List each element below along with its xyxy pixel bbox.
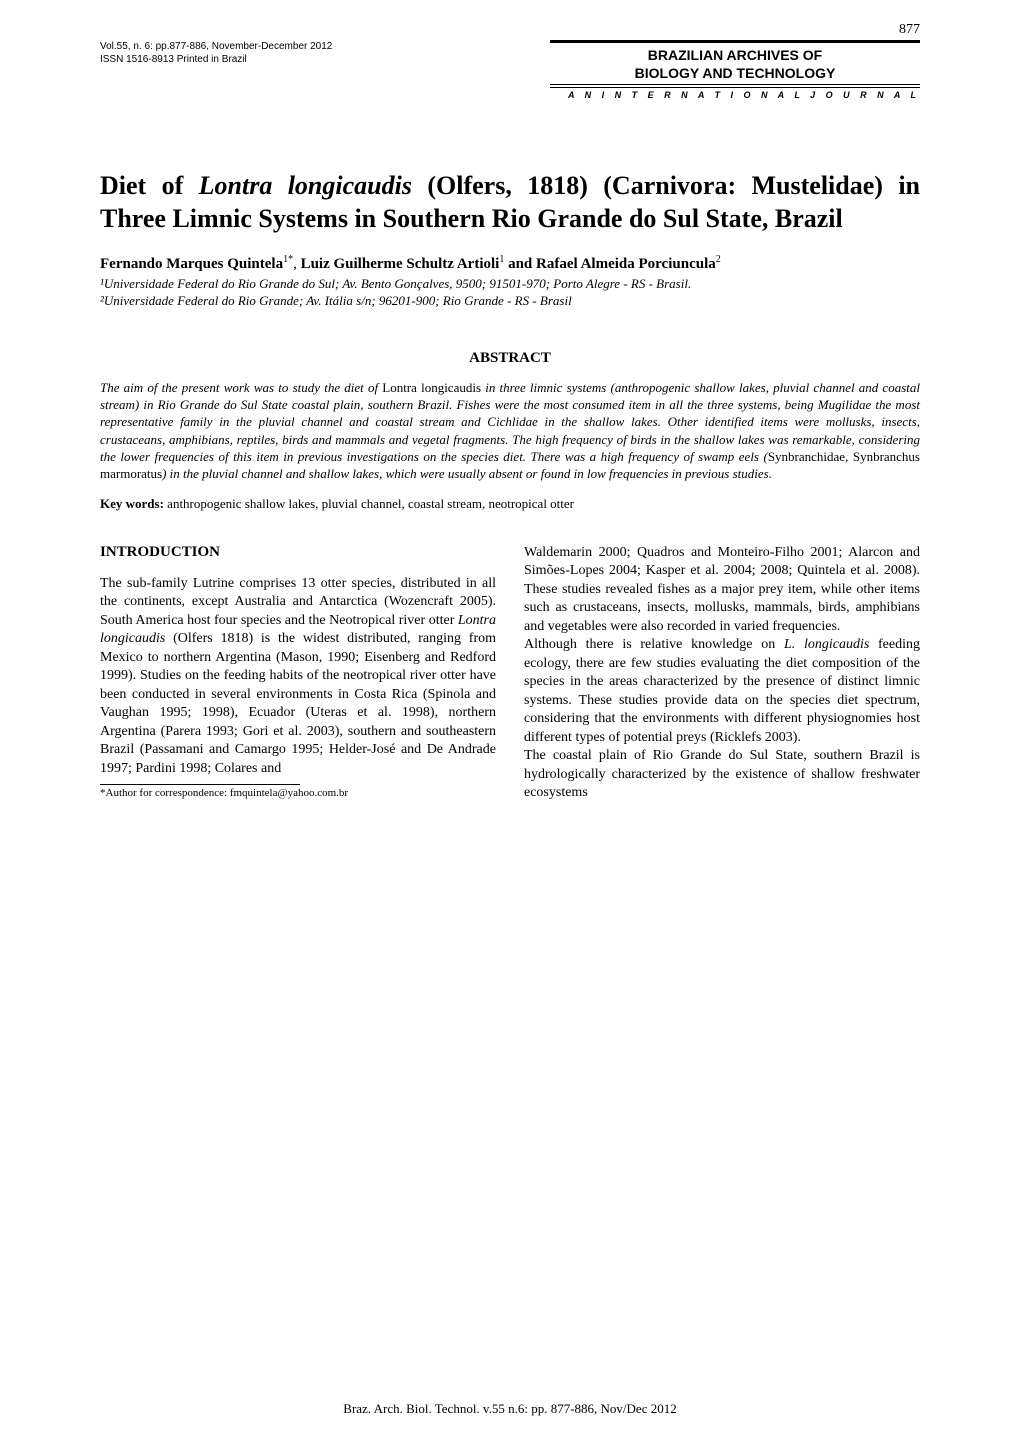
author-sup: 2	[716, 254, 721, 265]
abstract-text: The aim of the present work was to study…	[100, 380, 382, 395]
body-text: The sub-family Lutrine comprises 13 otte…	[100, 576, 496, 628]
page-number: 877	[899, 22, 920, 38]
abstract-text: ) in the pluvial channel and shallow lak…	[162, 466, 772, 481]
body-paragraph: Waldemarin 2000; Quadros and Monteiro-Fi…	[524, 544, 920, 636]
abstract-heading: ABSTRACT	[100, 350, 920, 367]
keywords: Key words: anthropogenic shallow lakes, …	[100, 496, 920, 512]
correspondence-note: *Author for correspondence: fmquintela@y…	[100, 787, 496, 799]
author-name: Luiz Guilherme Schultz Artioli	[301, 256, 500, 272]
affiliations: ¹Universidade Federal do Rio Grande do S…	[100, 276, 920, 310]
affiliation-line: ²Universidade Federal do Rio Grande; Av.…	[100, 293, 920, 310]
left-column: INTRODUCTION The sub-family Lutrine comp…	[100, 544, 496, 803]
pub-line: Vol.55, n. 6: pp.877-886, November-Decem…	[100, 40, 332, 53]
keywords-text: anthropogenic shallow lakes, pluvial cha…	[167, 496, 574, 511]
author-name: Fernando Marques Quintela	[100, 256, 283, 272]
body-text: feeding ecology, there are few studies e…	[524, 637, 920, 744]
author-sep: ,	[293, 256, 301, 272]
title-species: Lontra longicaudis	[199, 171, 412, 200]
body-paragraph: The sub-family Lutrine comprises 13 otte…	[100, 575, 496, 778]
journal-box: BRAZILIAN ARCHIVES OF BIOLOGY AND TECHNO…	[550, 40, 920, 85]
title-text: Diet of	[100, 171, 199, 200]
body-text: (Olfers 1818) is the widest distributed,…	[100, 631, 496, 775]
journal-header: BRAZILIAN ARCHIVES OF BIOLOGY AND TECHNO…	[550, 40, 920, 100]
journal-subtitle: A N I N T E R N A T I O N A L J O U R N …	[550, 87, 920, 100]
body-text: Although there is relative knowledge on	[524, 637, 784, 652]
abstract-body: The aim of the present work was to study…	[100, 379, 920, 482]
author-list: Fernando Marques Quintela1*, Luiz Guilhe…	[100, 253, 920, 274]
header-row: Vol.55, n. 6: pp.877-886, November-Decem…	[100, 40, 920, 100]
title-text: (Olfers, 1818) (Carnivora:	[412, 171, 736, 200]
page-footer: Braz. Arch. Biol. Technol. v.55 n.6: pp.…	[0, 1401, 1020, 1417]
journal-name-line: BIOLOGY AND TECHNOLOGY	[556, 65, 914, 83]
footnote-divider	[100, 784, 300, 785]
author-name: Rafael Almeida Porciuncula	[536, 256, 716, 272]
body-paragraph: The coastal plain of Rio Grande do Sul S…	[524, 747, 920, 802]
author-sup: 1*	[283, 254, 293, 265]
article-title: Diet of Lontra longicaudis (Olfers, 1818…	[100, 170, 920, 235]
title-block: Diet of Lontra longicaudis (Olfers, 1818…	[100, 170, 920, 310]
section-heading-introduction: INTRODUCTION	[100, 544, 496, 561]
body-paragraph: Although there is relative knowledge on …	[524, 636, 920, 747]
right-column: Waldemarin 2000; Quadros and Monteiro-Fi…	[524, 544, 920, 803]
abstract-species: Lontra longicaudis	[382, 380, 481, 395]
body-species: L. longicaudis	[784, 637, 869, 652]
affiliation-line: ¹Universidade Federal do Rio Grande do S…	[100, 276, 920, 293]
keywords-label: Key words:	[100, 496, 167, 511]
body-columns: INTRODUCTION The sub-family Lutrine comp…	[100, 544, 920, 803]
publication-info: Vol.55, n. 6: pp.877-886, November-Decem…	[100, 40, 332, 66]
journal-name-line: BRAZILIAN ARCHIVES OF	[556, 47, 914, 65]
author-sep: and	[504, 256, 536, 272]
title-text: Grande do Sul State, Brazil	[537, 204, 843, 233]
pub-line: ISSN 1516-8913 Printed in Brazil	[100, 53, 332, 66]
